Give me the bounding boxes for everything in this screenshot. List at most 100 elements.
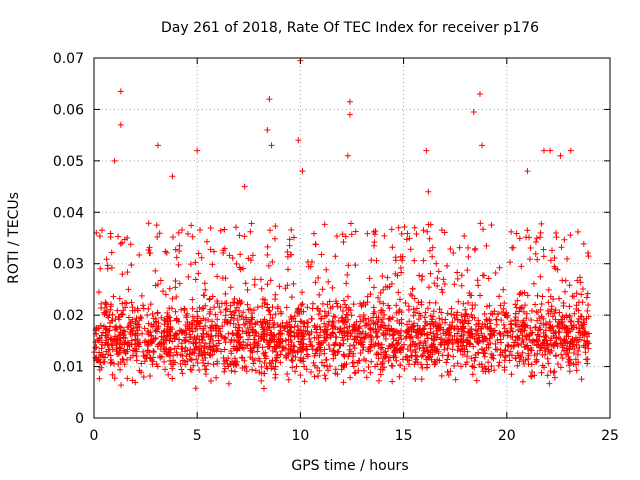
data-point [530,280,537,287]
chart-title: Day 261 of 2018, Rate Of TEC Index for r… [161,20,539,36]
data-point [406,235,413,242]
data-point [98,345,105,352]
data-point [112,315,119,322]
data-point [266,96,273,103]
data-point [139,330,146,337]
data-point [272,357,279,364]
data-point [561,347,568,354]
data-point [321,320,328,327]
data-point [455,298,462,305]
data-point [420,227,427,234]
data-point [480,226,487,233]
x-tick-label: 10 [291,428,309,444]
data-point [206,351,213,358]
data-point [195,352,202,359]
data-point [533,235,540,242]
data-point [339,308,346,315]
data-point [354,360,361,367]
data-point [272,296,279,303]
data-point [476,91,483,97]
data-point [566,368,573,375]
data-point [361,335,368,342]
data-point [307,338,314,345]
data-point [382,283,389,290]
data-point [255,355,262,362]
data-point [475,349,482,356]
data-point [313,334,320,341]
data-point [157,277,164,284]
data-point [544,307,551,314]
data-point [96,359,103,366]
data-point [95,337,102,344]
data-point [411,257,418,264]
data-point [455,326,462,333]
data-point [323,266,330,273]
data-point [539,293,546,300]
data-point [352,262,359,269]
data-point [407,246,414,253]
data-point [580,240,587,247]
data-point [169,234,176,241]
data-point [444,310,451,317]
data-point [166,337,173,344]
data-point [248,220,255,227]
data-point [211,304,218,311]
data-point [135,321,142,328]
data-point [229,255,236,262]
data-point [115,361,122,368]
data-point [377,346,384,353]
data-point [444,368,451,375]
data-point [448,325,455,332]
data-point [473,377,480,384]
data-point [524,227,531,234]
data-point [434,275,441,282]
data-point [194,332,201,339]
data-point [583,356,590,363]
data-point [278,310,285,317]
data-point [344,152,351,159]
data-point [534,332,541,339]
data-point [563,324,570,331]
data-point [452,376,459,383]
data-point [210,343,217,350]
data-point [196,367,203,374]
data-point [541,351,548,358]
x-tick-label: 0 [90,428,99,444]
data-point [365,363,372,370]
data-point [398,344,405,351]
data-point [133,315,140,322]
data-point [172,308,179,315]
data-point [573,342,580,349]
data-point [272,311,279,318]
data-point [159,288,166,295]
data-point [148,332,155,339]
data-point [429,316,436,323]
data-point [210,248,217,255]
data-point [272,363,279,370]
data-point [506,352,513,359]
data-point [443,359,450,366]
data-point [375,294,382,301]
data-point [523,333,530,340]
data-point [554,266,561,273]
data-point [261,370,268,377]
data-point [210,361,217,368]
data-point [425,221,432,228]
data-point [446,337,453,344]
data-point [238,313,245,320]
data-point [397,253,404,260]
data-point [395,224,402,231]
data-point [348,330,355,337]
data-point [570,350,577,357]
data-point [498,309,505,316]
data-point [175,261,182,268]
data-point [169,365,176,372]
data-point [268,360,275,367]
data-point [520,317,527,324]
data-point [488,331,495,338]
data-point [220,250,227,257]
data-point [300,345,307,352]
data-point [284,253,291,260]
data-point [446,325,453,332]
data-point [421,314,428,321]
